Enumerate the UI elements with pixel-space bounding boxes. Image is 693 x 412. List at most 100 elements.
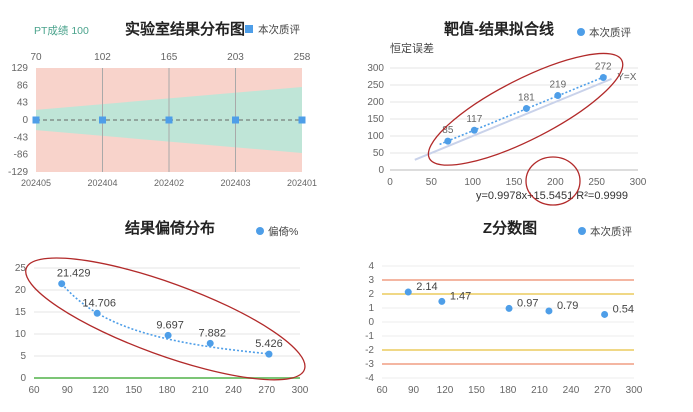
chart1-x-tick: 202402: [154, 178, 184, 188]
chart4-y-tick: -3: [365, 359, 374, 370]
chart2-point: [470, 126, 478, 134]
chart1-top-tick: 165: [161, 52, 178, 63]
chart1-y-tick: -129: [8, 167, 28, 178]
chart4-legend-marker: [578, 227, 586, 235]
chart4-x-tick: 300: [626, 385, 643, 396]
chart2-data-label: 219: [549, 80, 566, 91]
chart2-x-tick: 200: [547, 177, 564, 188]
chart3-data-label: 5.426: [255, 338, 283, 350]
chart4-point: [438, 297, 446, 305]
chart1-point: [298, 116, 306, 124]
chart2-subtitle: 恒定误差: [390, 41, 434, 55]
chart3-point: [265, 350, 273, 358]
chart4-x-tick: 60: [376, 385, 388, 396]
chart2-y-tick: 200: [367, 97, 384, 108]
chart3-legend-label: 偏倚%: [268, 225, 298, 238]
chart4-y-tick: -4: [365, 373, 374, 384]
chart4-y-tick: -1: [365, 331, 374, 342]
chart3-legend-marker: [256, 227, 264, 235]
z-score-chart: Z分数图 本次质评 4 3 2 1 0 -1 -2 -3 -4 60 90 120 150 180 210 2…: [346, 206, 693, 412]
chart3-data-label: 21.429: [57, 268, 91, 280]
chart1-y-tick: 129: [11, 63, 28, 74]
chart2-legend-marker: [577, 28, 585, 36]
chart2-identity-label: Y=X: [617, 72, 637, 83]
chart3-point: [93, 309, 101, 317]
chart1-x-tick: 202401: [287, 178, 317, 188]
chart4-y-tick: 1: [368, 303, 374, 314]
chart3-y-tick: 0: [20, 373, 26, 384]
chart4-x-tick: 120: [437, 385, 454, 396]
chart1-y-tick: 86: [17, 80, 29, 91]
chart2-point: [554, 92, 562, 100]
chart2-y-tick: 150: [367, 114, 384, 125]
chart3-data-label: 9.697: [156, 319, 184, 331]
chart3-y-tick: 15: [15, 307, 27, 318]
chart1-top-tick: 70: [30, 52, 42, 63]
chart2-y-tick: 50: [373, 148, 385, 159]
chart3-y-tick: 10: [15, 329, 27, 340]
chart3-x-tick: 210: [192, 385, 209, 396]
bias-distribution-svg: 结果偏倚分布 偏倚% 0 5 10 15 20 25 60 90 120 150 180 210 240…: [15, 219, 309, 396]
chart3-x-tick: 240: [225, 385, 242, 396]
chart3-y-tick: 20: [15, 285, 27, 296]
chart2-x-tick: 50: [426, 177, 438, 188]
chart2-y-tick: 300: [367, 63, 384, 74]
chart2-data-label: 85: [442, 125, 454, 136]
chart1-title: 实验室结果分布图: [125, 20, 245, 38]
chart2-x-tick: 0: [387, 177, 393, 188]
chart2-point: [522, 104, 530, 112]
chart2-legend-label: 本次质评: [589, 26, 631, 39]
chart1-legend-label: 本次质评: [258, 23, 300, 36]
chart4-point: [601, 310, 609, 318]
chart4-legend-label: 本次质评: [590, 225, 632, 238]
chart2-data-label: 272: [595, 62, 612, 73]
chart3-point: [206, 339, 214, 347]
chart3-title: 结果偏倚分布: [125, 219, 215, 237]
chart3-x-tick: 60: [28, 385, 40, 396]
chart4-y-tick: 4: [368, 261, 374, 272]
chart2-y-tick: 0: [378, 165, 384, 176]
chart1-point: [232, 116, 239, 124]
chart2-title: 靶值-结果拟合线: [444, 20, 554, 38]
chart3-x-tick: 180: [159, 385, 176, 396]
fit-line-chart: 靶值-结果拟合线 本次质评 恒定误差 0 50 100 150 200 250 300 0 50…: [346, 0, 693, 206]
chart1-point: [32, 116, 40, 124]
chart1-point: [99, 116, 106, 124]
chart4-y-tick: -2: [365, 345, 374, 356]
chart1-top-left-label: PT成绩 100: [34, 24, 89, 37]
chart4-y-tick: 0: [368, 317, 374, 328]
chart1-top-tick: 258: [294, 52, 311, 63]
chart1-legend-marker: [245, 25, 253, 33]
lab-distribution-svg: PT成绩 100 实验室结果分布图 本次质评 202405 70 202404 102…: [8, 20, 317, 188]
chart2-identity-line: [414, 77, 612, 161]
chart3-y-tick: 5: [20, 351, 26, 362]
bias-distribution-chart: 结果偏倚分布 偏倚% 0 5 10 15 20 25 60 90 120 150 180 210 240…: [0, 206, 346, 412]
chart1-y-tick: 43: [17, 98, 29, 109]
chart3-x-tick: 90: [62, 385, 74, 396]
chart4-title: Z分数图: [483, 219, 537, 237]
chart2-point: [599, 74, 607, 82]
chart4-x-tick: 90: [408, 385, 420, 396]
chart2-y-tick: 250: [367, 80, 384, 91]
chart4-data-label: 0.79: [557, 300, 578, 312]
chart2-intercept-ellipse: [525, 156, 581, 206]
chart1-point: [165, 116, 173, 124]
chart4-y-tick: 2: [368, 289, 374, 300]
chart1-y-tick: -43: [14, 132, 29, 143]
chart2-point: [444, 137, 452, 145]
chart3-highlight-ellipse: [25, 257, 306, 381]
chart2-highlight-ellipse: [427, 52, 624, 166]
chart2-x-tick: 250: [588, 177, 605, 188]
chart3-y-tick: 25: [15, 263, 27, 274]
chart4-point: [404, 288, 412, 296]
chart4-data-label: 1.47: [450, 290, 471, 302]
chart4-x-tick: 210: [531, 385, 548, 396]
chart2-equation: y=0.9978x+15.5451 R²=0.9999: [476, 190, 628, 202]
chart3-x-tick: 270: [258, 385, 275, 396]
chart4-x-tick: 180: [500, 385, 517, 396]
chart4-point: [545, 307, 553, 315]
chart3-x-tick: 150: [125, 385, 142, 396]
chart1-y-tick: 0: [22, 115, 28, 126]
chart2-x-tick: 300: [630, 177, 647, 188]
